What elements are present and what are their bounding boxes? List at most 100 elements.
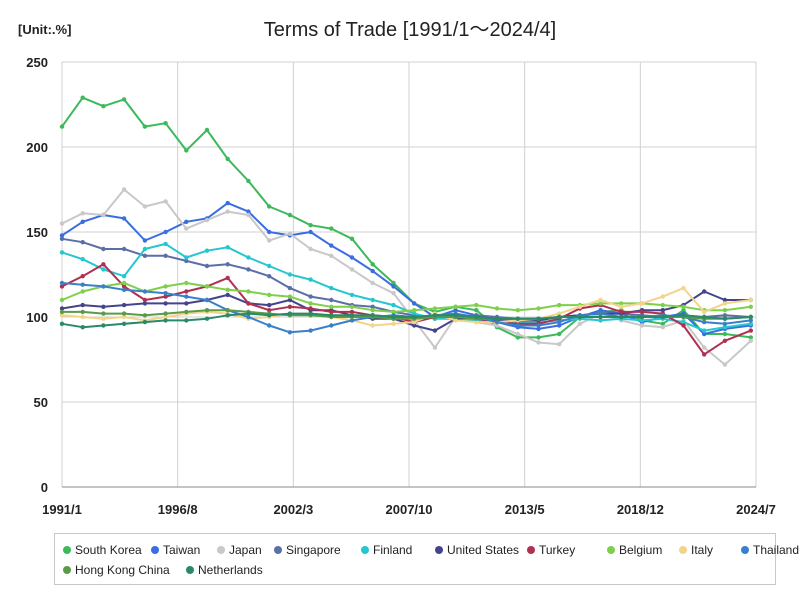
data-point	[121, 284, 127, 289]
data-point	[121, 216, 127, 221]
data-point	[246, 311, 251, 316]
data-point	[660, 294, 665, 299]
data-point	[308, 311, 313, 316]
legend-label: Thailand	[753, 543, 800, 557]
data-point	[287, 304, 293, 309]
data-point	[660, 321, 665, 326]
data-point	[267, 292, 272, 298]
data-point	[267, 204, 272, 209]
series-line	[61, 242, 751, 332]
data-point	[722, 301, 728, 306]
data-point	[557, 302, 562, 308]
legend-marker	[151, 546, 159, 554]
legend-label: Turkey	[539, 543, 576, 557]
data-point	[184, 280, 189, 286]
legend-label: Taiwan	[163, 543, 201, 557]
data-point	[536, 335, 541, 340]
data-point	[142, 204, 148, 209]
y-tick-label: 0	[41, 480, 48, 495]
data-point	[163, 318, 168, 323]
data-point	[391, 302, 396, 308]
data-point	[80, 219, 85, 224]
legend-item: Belgium	[607, 543, 662, 557]
data-point	[515, 323, 520, 328]
legend-item: Finland	[361, 543, 412, 557]
data-point	[121, 97, 127, 102]
legend-item: Italy	[679, 543, 713, 557]
data-point	[349, 304, 355, 309]
legend-label: Netherlands	[198, 563, 263, 577]
data-point	[639, 301, 645, 306]
data-point	[246, 289, 251, 294]
data-point	[308, 328, 313, 333]
y-tick-label: 250	[26, 55, 48, 70]
data-point	[204, 263, 210, 269]
legend-marker	[741, 546, 749, 554]
data-point	[267, 323, 272, 328]
data-point	[349, 318, 355, 323]
data-point	[163, 229, 168, 235]
data-point	[163, 301, 168, 306]
data-point	[267, 263, 272, 269]
data-point	[515, 316, 520, 321]
data-point	[494, 306, 500, 311]
data-point	[184, 258, 189, 264]
series-singapore	[59, 236, 753, 321]
series-line	[61, 282, 751, 313]
data-point	[494, 319, 500, 325]
data-point	[121, 311, 127, 316]
data-point	[722, 338, 728, 343]
data-point	[391, 321, 396, 326]
data-point	[204, 316, 210, 321]
data-point	[246, 314, 251, 320]
data-point	[225, 262, 230, 267]
data-point	[80, 325, 85, 330]
data-point	[702, 345, 707, 350]
series-layer	[59, 95, 753, 367]
data-point	[639, 309, 645, 315]
data-point	[121, 246, 127, 252]
legend-marker	[435, 546, 443, 554]
data-point	[660, 325, 665, 330]
legend-label: Singapore	[286, 543, 341, 557]
data-point	[639, 323, 645, 328]
data-point	[121, 314, 127, 320]
data-point	[557, 331, 562, 337]
data-point	[681, 285, 686, 291]
data-point	[246, 301, 251, 306]
data-point	[370, 304, 375, 309]
data-point	[619, 304, 624, 309]
series-line	[61, 312, 751, 329]
data-point	[80, 314, 85, 320]
data-point	[391, 280, 396, 286]
data-point	[142, 319, 148, 325]
data-point	[308, 306, 313, 311]
data-point	[639, 318, 645, 323]
data-point	[101, 284, 106, 289]
data-point	[59, 309, 65, 315]
data-point	[267, 313, 272, 318]
legend-item: United States	[435, 543, 519, 557]
data-point	[225, 245, 230, 250]
data-point	[246, 212, 251, 218]
data-point	[184, 294, 189, 299]
series-line	[61, 237, 751, 320]
data-point	[557, 323, 562, 328]
data-point	[329, 309, 334, 315]
data-point	[287, 294, 293, 299]
data-point	[184, 289, 189, 294]
data-point	[184, 148, 189, 153]
data-point	[163, 253, 168, 258]
data-point	[142, 124, 148, 129]
data-point	[453, 313, 458, 318]
data-point	[287, 285, 293, 291]
x-tick-label: 1996/8	[158, 502, 198, 517]
data-point	[557, 342, 562, 347]
data-point	[59, 297, 65, 303]
data-point	[681, 308, 686, 313]
data-point	[515, 335, 520, 340]
data-point	[204, 248, 210, 253]
data-point	[536, 323, 541, 328]
data-point	[329, 313, 334, 318]
data-point	[748, 335, 753, 340]
